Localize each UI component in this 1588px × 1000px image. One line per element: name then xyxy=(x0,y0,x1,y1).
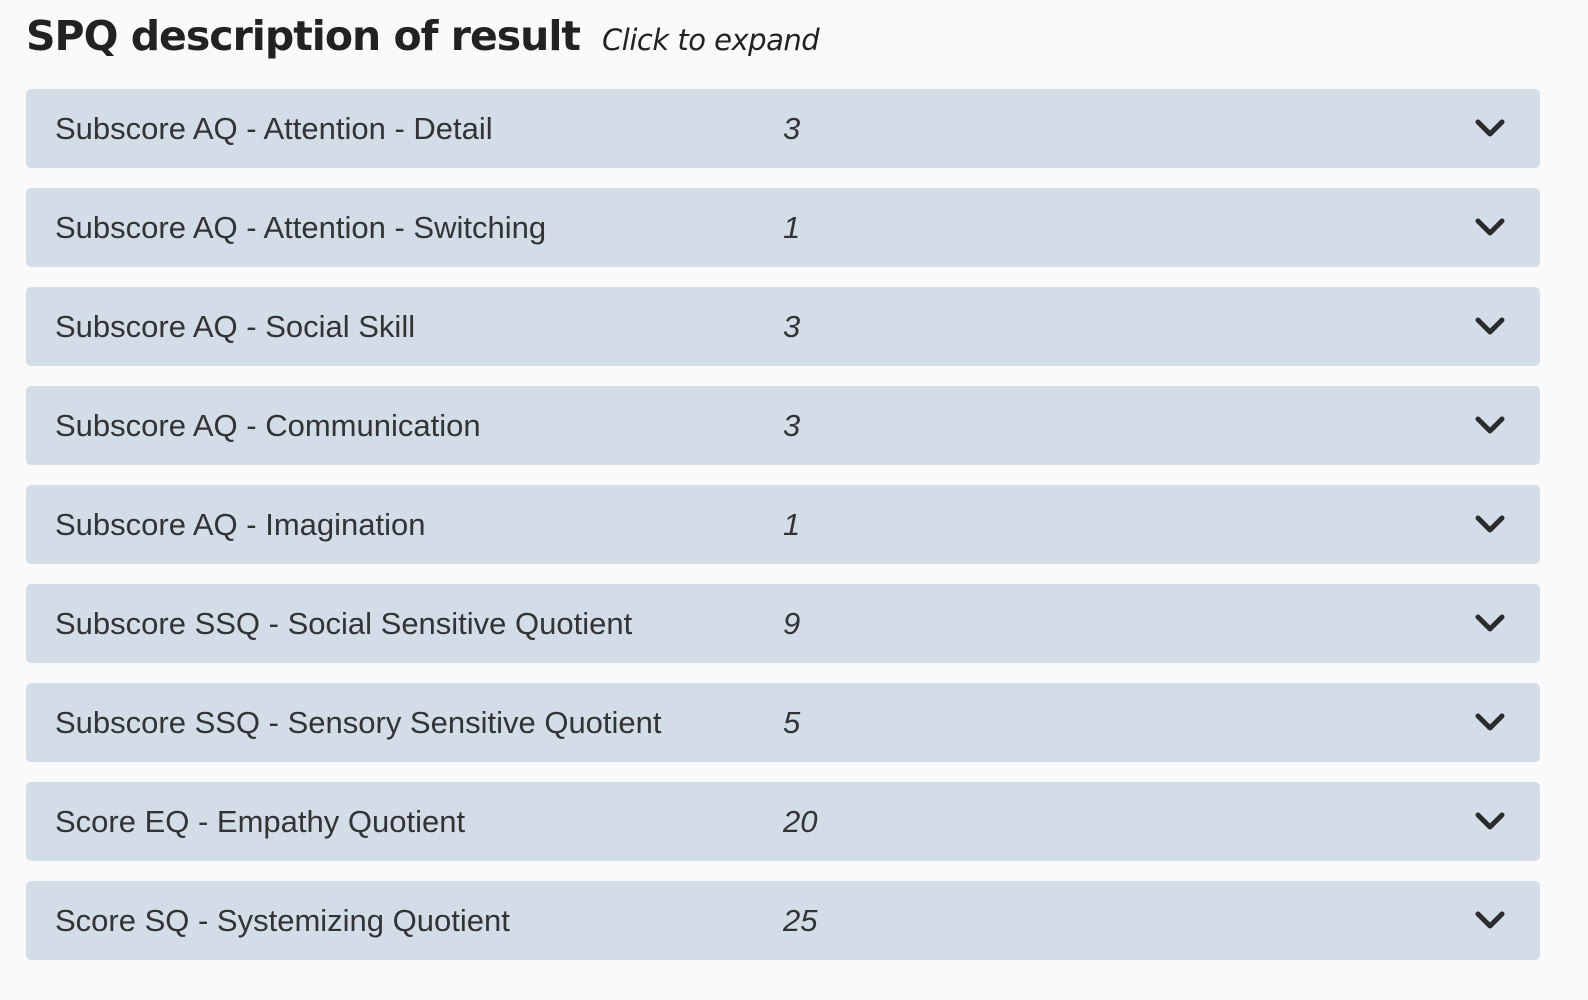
accordion-row-aq-communication[interactable]: Subscore AQ - Communication 3 xyxy=(26,386,1540,465)
row-label: Subscore AQ - Communication xyxy=(55,408,481,443)
accordion-row-eq-empathy[interactable]: Score EQ - Empathy Quotient 20 xyxy=(26,782,1540,861)
row-label: Subscore SSQ - Social Sensitive Quotient xyxy=(55,606,633,641)
row-score: 1 xyxy=(783,507,801,542)
row-score: 25 xyxy=(783,903,818,938)
row-score: 3 xyxy=(783,111,801,146)
row-label: Subscore AQ - Imagination xyxy=(55,507,426,542)
row-score: 20 xyxy=(783,804,818,839)
section-title: SPQ description of result xyxy=(26,12,581,60)
row-label: Subscore AQ - Attention - Detail xyxy=(55,111,493,146)
chevron-down-icon[interactable] xyxy=(1474,809,1506,833)
accordion-row-aq-social-skill[interactable]: Subscore AQ - Social Skill 3 xyxy=(26,287,1540,366)
expand-hint: Click to expand xyxy=(602,23,820,57)
row-label: Score EQ - Empathy Quotient xyxy=(55,804,466,839)
row-score: 9 xyxy=(783,606,801,641)
row-score: 3 xyxy=(783,309,801,344)
row-score: 1 xyxy=(783,210,801,245)
row-label: Subscore SSQ - Sensory Sensitive Quotien… xyxy=(55,705,662,740)
row-score: 3 xyxy=(783,408,801,443)
accordion-row-aq-attention-detail[interactable]: Subscore AQ - Attention - Detail 3 xyxy=(26,89,1540,168)
row-label: Score SQ - Systemizing Quotient xyxy=(55,903,510,938)
chevron-down-icon[interactable] xyxy=(1474,413,1506,437)
row-label: Subscore AQ - Social Skill xyxy=(55,309,416,344)
accordion-row-ssq-sensory-sensitive[interactable]: Subscore SSQ - Sensory Sensitive Quotien… xyxy=(26,683,1540,762)
chevron-down-icon[interactable] xyxy=(1474,116,1506,140)
row-score: 5 xyxy=(783,705,801,740)
row-label: Subscore AQ - Attention - Switching xyxy=(55,210,547,245)
accordion-row-sq-systemizing[interactable]: Score SQ - Systemizing Quotient 25 xyxy=(26,881,1540,960)
accordion-row-aq-imagination[interactable]: Subscore AQ - Imagination 1 xyxy=(26,485,1540,564)
chevron-down-icon[interactable] xyxy=(1474,710,1506,734)
accordion-row-ssq-social-sensitive[interactable]: Subscore SSQ - Social Sensitive Quotient… xyxy=(26,584,1540,663)
chevron-down-icon[interactable] xyxy=(1474,314,1506,338)
chevron-down-icon[interactable] xyxy=(1474,512,1506,536)
accordion-list: Subscore AQ - Attention - Detail 3 Subsc… xyxy=(26,89,1540,980)
chevron-down-icon[interactable] xyxy=(1474,215,1506,239)
chevron-down-icon[interactable] xyxy=(1474,908,1506,932)
chevron-down-icon[interactable] xyxy=(1474,611,1506,635)
accordion-row-aq-attention-switching[interactable]: Subscore AQ - Attention - Switching 1 xyxy=(26,188,1540,267)
section-header: SPQ description of result Click to expan… xyxy=(26,12,820,72)
